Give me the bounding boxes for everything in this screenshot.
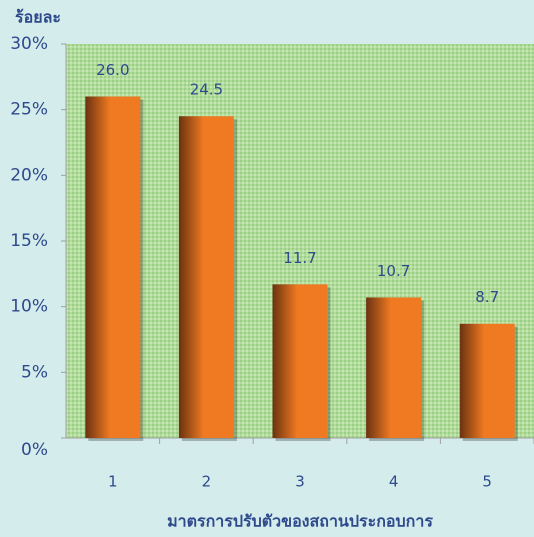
y-tick-label: 0% (21, 440, 48, 460)
data-label: 26.0 (96, 61, 129, 79)
bar (272, 284, 328, 438)
x-tick-label: 3 (295, 473, 305, 491)
data-label: 24.5 (190, 81, 223, 99)
y-tick-label: 15% (10, 231, 48, 251)
x-tick-label: 4 (389, 473, 399, 491)
y-tick-label: 5% (21, 362, 48, 382)
y-tick-label: 30% (10, 34, 48, 54)
y-axis-title: ร้อยละ (15, 8, 61, 27)
y-tick-label: 25% (10, 100, 48, 120)
y-tick-label: 10% (10, 297, 48, 317)
x-tick-label: 5 (482, 473, 492, 491)
data-label: 11.7 (283, 249, 316, 267)
bar (85, 96, 141, 439)
x-axis-title: มาตรการปรับตัวของสถานประกอบการ (167, 512, 433, 531)
x-tick-label: 2 (202, 473, 212, 491)
y-tick-label: 20% (10, 165, 48, 185)
data-label: 10.7 (377, 262, 410, 280)
data-label: 8.7 (475, 288, 499, 306)
x-tick-label: 1 (108, 473, 118, 491)
bar (178, 116, 234, 438)
bar (459, 323, 515, 438)
bar (366, 297, 422, 438)
